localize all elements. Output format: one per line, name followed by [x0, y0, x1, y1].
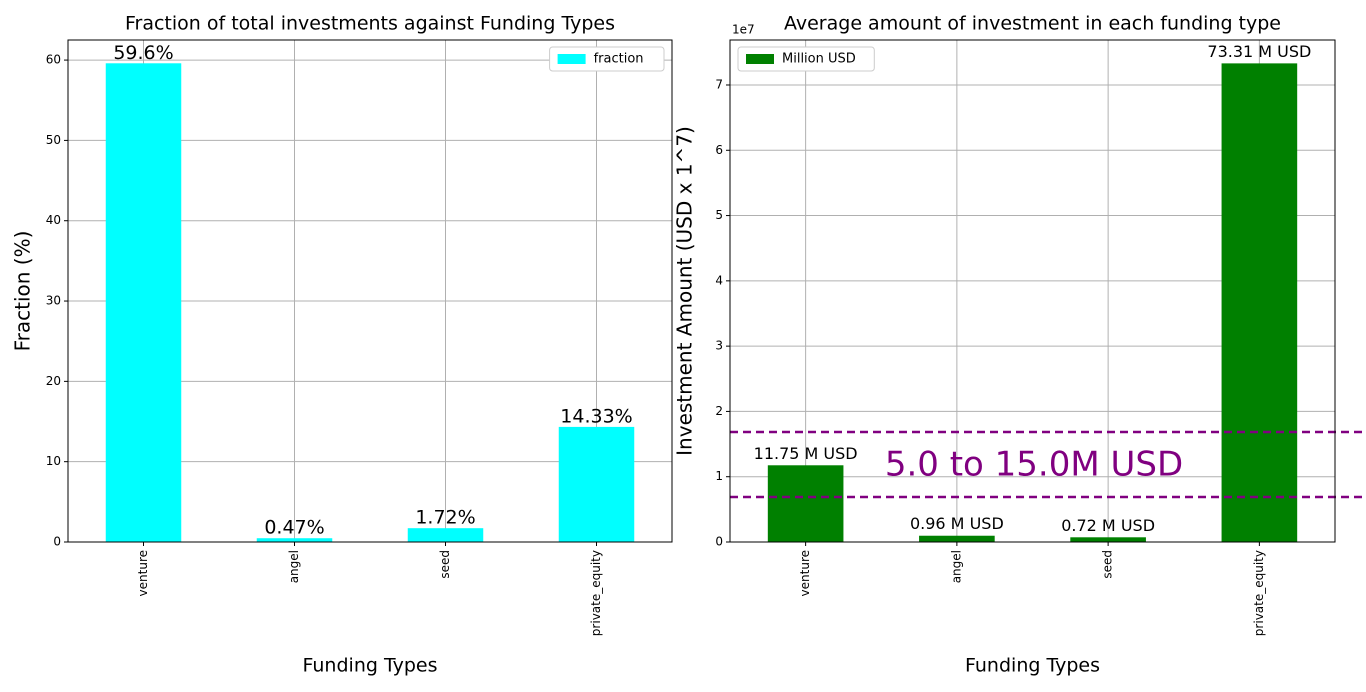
x-tick-label: angel: [287, 550, 301, 583]
legend-swatch: [557, 54, 586, 64]
y-tick-label: 5: [715, 208, 723, 222]
value-label: 0.96 M USD: [910, 514, 1004, 533]
legend-swatch: [746, 54, 774, 64]
y-axis-label: Fraction (%): [11, 231, 35, 352]
y-tick-label: 0: [53, 535, 61, 549]
bar: [767, 465, 844, 542]
y-tick-label: 40: [46, 213, 61, 227]
legend-box: [549, 46, 665, 72]
value-label: 11.75 M USD: [754, 444, 858, 463]
legend-box: [737, 46, 875, 72]
y-tick-label: 60: [46, 53, 61, 67]
x-axis-label: Funding Types: [303, 655, 438, 677]
y-tick-label: 10: [46, 454, 61, 468]
axes-frame: [67, 39, 673, 543]
y-tick-label: 20: [46, 374, 61, 388]
y-tick-label: 0: [715, 535, 723, 549]
legend-label: Million USD: [782, 52, 856, 67]
value-label: 73.31 M USD: [1207, 42, 1311, 61]
value-label: 0.47%: [264, 517, 324, 539]
value-label: 1.72%: [415, 507, 475, 529]
bar: [1070, 537, 1146, 542]
y-tick-label: 4: [715, 273, 723, 287]
x-tick-label: angel: [949, 550, 963, 583]
x-tick-label: private_equity: [1252, 550, 1266, 636]
bar: [1221, 63, 1298, 542]
x-tick-label: seed: [438, 550, 452, 579]
legend-label: fraction: [594, 52, 644, 67]
y-tick-label: 7: [715, 77, 723, 91]
chart-title: Fraction of total investments against Fu…: [125, 13, 615, 35]
x-tick-label: private_equity: [589, 550, 603, 636]
x-tick-label: seed: [1101, 550, 1115, 579]
y-tick-label: 3: [715, 339, 723, 353]
bar: [105, 63, 182, 543]
annotation: 5.0 to 15.0M USD: [885, 445, 1183, 485]
bar: [558, 426, 635, 542]
axes-frame: [729, 39, 1336, 543]
bar: [256, 538, 333, 542]
y-offset-label: 1e7: [732, 23, 755, 37]
y-axis-label: Investment Amount (USD x 1^7): [673, 126, 697, 456]
bar: [919, 535, 995, 542]
y-tick-label: 1: [715, 469, 723, 483]
x-axis-label: Funding Types: [965, 655, 1100, 677]
value-label: 0.72 M USD: [1061, 516, 1155, 535]
value-label: 59.6%: [113, 42, 173, 64]
chart-title: Average amount of investment in each fun…: [784, 13, 1281, 35]
y-tick-label: 50: [46, 133, 61, 147]
x-tick-label: venture: [136, 550, 150, 596]
bar: [407, 528, 484, 542]
y-tick-label: 30: [46, 294, 61, 308]
x-tick-label: venture: [798, 550, 812, 596]
value-label: 14.33%: [560, 405, 632, 427]
y-tick-label: 6: [715, 143, 723, 157]
y-tick-label: 2: [715, 404, 723, 418]
